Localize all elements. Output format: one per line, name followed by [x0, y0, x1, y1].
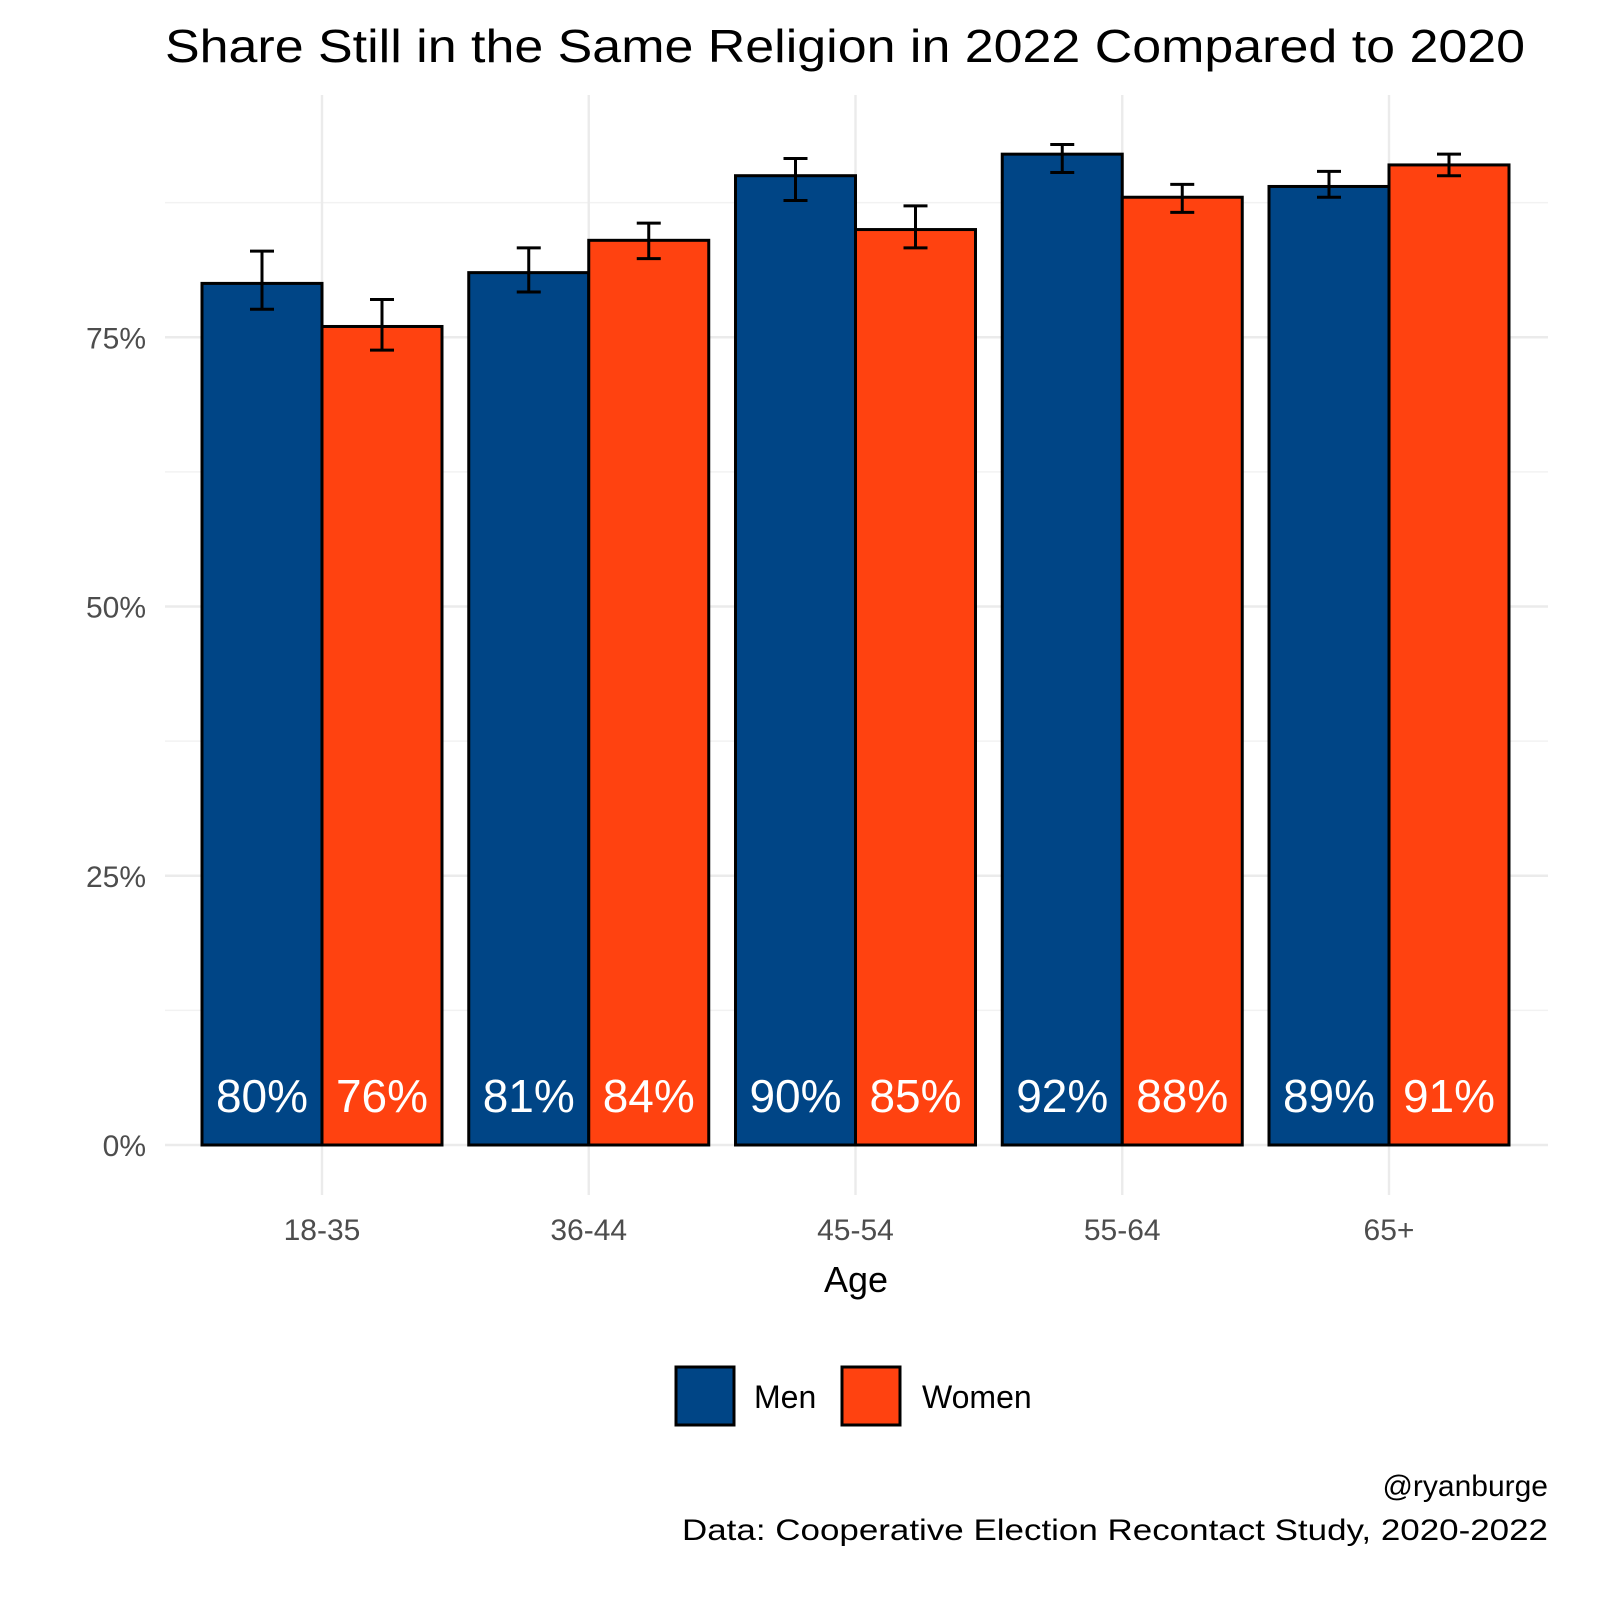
- data-label: 80%: [216, 1070, 308, 1122]
- data-label: 76%: [336, 1070, 428, 1122]
- bar-men: [1000, 152, 1124, 1147]
- legend-swatch-men: [674, 1365, 736, 1427]
- bar-men: [467, 271, 591, 1147]
- bar-women: [1387, 163, 1511, 1147]
- bar-women: [320, 324, 444, 1147]
- y-tick-label: 50%: [86, 592, 146, 625]
- x-tick-label: 18-35: [284, 1214, 361, 1247]
- caption-handle: @ryanburge: [1382, 1470, 1548, 1503]
- data-label: 90%: [749, 1070, 841, 1122]
- x-tick-label: 65+: [1364, 1214, 1415, 1247]
- legend-label: Women: [922, 1379, 1032, 1415]
- legend-label: Men: [754, 1379, 816, 1415]
- axes: 0% 25% 50% 75% 18-35 36-44 45-54 55-64 65+: [86, 322, 1414, 1247]
- data-label: 85%: [869, 1070, 961, 1122]
- x-tick-label: 36-44: [550, 1214, 627, 1247]
- bar-women: [854, 228, 977, 1147]
- chart-title: Share Still in the Same Religion in 2022…: [165, 20, 1525, 72]
- data-label: 84%: [603, 1070, 695, 1122]
- data-label: 92%: [1016, 1070, 1108, 1122]
- bars: 80% 76% 81% 84% 90% 85% 92% 88% 89% 91%: [200, 142, 1511, 1147]
- bar-women: [1120, 195, 1244, 1147]
- legend-swatch-women: [840, 1365, 902, 1427]
- data-label: 88%: [1136, 1070, 1228, 1122]
- bar-men: [200, 281, 324, 1147]
- x-axis-title: Age: [824, 1259, 888, 1300]
- data-label: 91%: [1403, 1070, 1495, 1122]
- legend: Men Women: [674, 1365, 1032, 1427]
- bar-men: [734, 174, 857, 1147]
- bar-men: [1267, 184, 1391, 1147]
- y-tick-label: 0%: [103, 1130, 146, 1163]
- caption-source: Data: Cooperative Election Recontact Stu…: [682, 1514, 1548, 1547]
- y-tick-label: 25%: [86, 861, 146, 894]
- y-tick-label: 75%: [86, 322, 146, 355]
- bar-women: [587, 238, 711, 1147]
- data-label: 81%: [483, 1070, 575, 1122]
- data-label: 89%: [1283, 1070, 1375, 1122]
- x-tick-label: 55-64: [1084, 1214, 1161, 1247]
- x-tick-label: 45-54: [817, 1214, 894, 1247]
